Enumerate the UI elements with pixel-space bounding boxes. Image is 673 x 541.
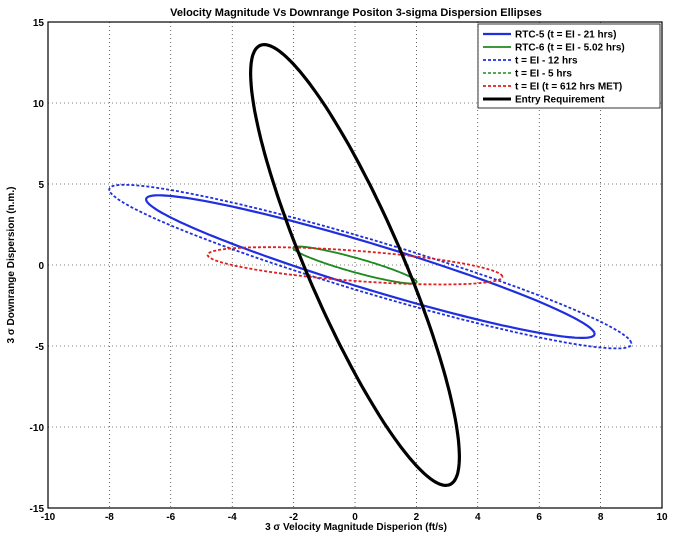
legend-box — [477, 23, 661, 109]
legend-label: RTC-6 (t = EI - 5.02 hrs) — [515, 43, 625, 54]
ellipses — [108, 42, 633, 488]
legend-label: Entry Requirement — [515, 95, 605, 106]
x-tick-label: 4 — [475, 512, 481, 523]
x-tick-label: -4 — [228, 512, 237, 523]
x-tick-label: -2 — [289, 512, 298, 523]
y-ticks: -15 -10 -5 0 5 10 15 — [30, 18, 45, 515]
x-tick-label: -6 — [166, 512, 175, 523]
y-tick-label: -5 — [35, 342, 44, 353]
x-tick-label: -10 — [41, 512, 56, 523]
x-axis-label: 3 σ Velocity Magnitude Disperion (ft/s) — [265, 522, 447, 533]
legend-label: t = EI - 12 hrs — [515, 56, 578, 67]
chart-title: Velocity Magnitude Vs Downrange Positon … — [170, 7, 542, 19]
y-tick-label: -10 — [30, 423, 45, 434]
y-tick-label: 5 — [38, 180, 44, 191]
ellipse-t-ei-12-hrs — [108, 183, 633, 350]
x-tick-label: -8 — [105, 512, 114, 523]
y-axis-label: 3 σ Downrange Dispersion (n.m.) — [6, 187, 17, 344]
x-ticks: -10 -8 -6 -4 -2 0 2 4 6 8 10 — [41, 512, 668, 523]
ellipse-rtc-5-t-ei-21-hrs — [144, 194, 596, 339]
legend-label: t = EI - 5 hrs — [515, 69, 572, 80]
y-tick-label: 15 — [33, 18, 45, 29]
x-tick-label: 6 — [536, 512, 542, 523]
legend: RTC-5 (t = EI - 21 hrs) RTC-6 (t = EI - 5… — [477, 23, 661, 109]
ellipse-entry-requirement — [248, 42, 462, 488]
x-tick-label: 8 — [598, 512, 604, 523]
legend-label: RTC-5 (t = EI - 21 hrs) — [515, 30, 616, 41]
x-tick-label: 0 — [352, 512, 358, 523]
y-tick-label: 10 — [33, 99, 45, 110]
y-tick-label: 0 — [38, 261, 44, 272]
x-tick-label: 2 — [414, 512, 420, 523]
plot-frame — [47, 21, 663, 509]
x-tick-label: 10 — [656, 512, 668, 523]
ellipse-t-ei-t-612-hrs-met — [206, 246, 504, 286]
legend-label: t = EI (t = 612 hrs MET) — [515, 82, 622, 93]
y-tick-label: -15 — [30, 504, 45, 515]
ellipse-t-ei-5-hrs — [292, 245, 418, 285]
